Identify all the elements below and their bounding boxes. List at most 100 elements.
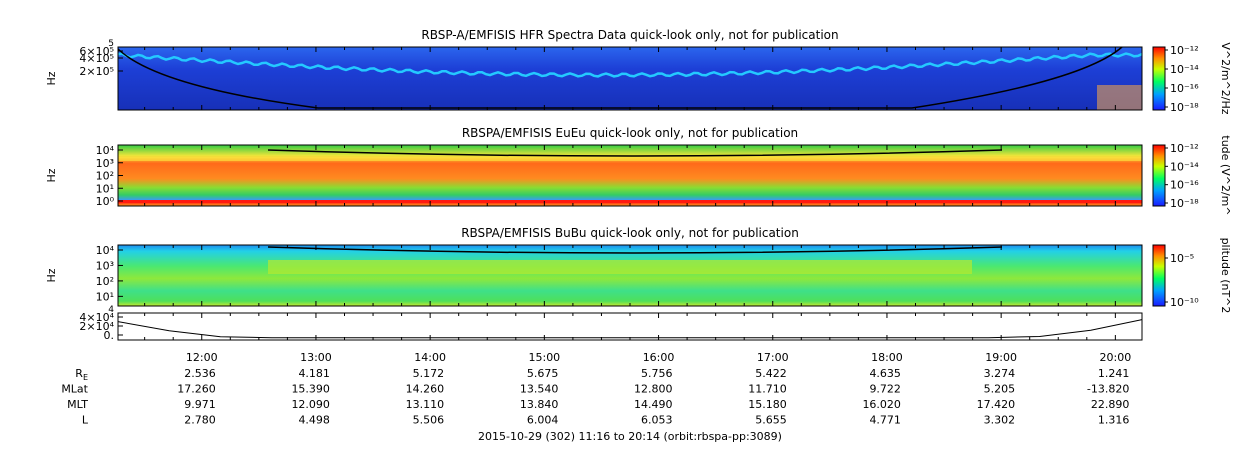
plasma-line-trace <box>117 52 1143 78</box>
panel-3-colorbar-label: plitude (nT^2 <box>1219 238 1232 314</box>
ephemeris-value: 13.540 <box>520 383 559 396</box>
ephemeris-value: 5.655 <box>755 414 787 427</box>
colorbar-tick-label: 10⁻⁵ <box>1170 252 1194 265</box>
y-tick-label: 0. <box>104 329 115 342</box>
y-tick-label: 4×10⁴ <box>79 311 114 324</box>
ephemeris-row-label: MLT <box>67 398 88 411</box>
ephemeris-value: 4.181 <box>298 367 330 380</box>
panel-3-spectrogram <box>118 245 1142 306</box>
cyclotron-trace <box>267 149 1003 157</box>
ephemeris-row-label: MLat <box>61 383 88 396</box>
ephemeris-value: 4.498 <box>298 414 330 427</box>
spectrogram-panels: RBSP-A/EMFISIS HFR Spectra Data quick-lo… <box>45 28 1232 342</box>
high-intensity-region <box>1097 85 1142 110</box>
y-tick-label: 10² <box>96 275 114 288</box>
panel-4-spectrogram <box>118 313 1142 340</box>
y-tick-label: 10³ <box>96 259 114 272</box>
ephemeris-value: 9.722 <box>869 383 901 396</box>
panel-2-colorbar <box>1152 144 1166 207</box>
ephemeris-value: 16.020 <box>862 398 901 411</box>
colorbar-tick-label: 10⁻¹⁴ <box>1170 160 1199 173</box>
ephemeris-value: 15.390 <box>291 383 330 396</box>
colorbar-tick-label: 10⁻¹⁸ <box>1170 101 1199 114</box>
chorus-band <box>268 260 972 274</box>
panel-2-colorbar-label: tude (V^2/m^ <box>1219 135 1232 215</box>
ephemeris-value: 3.302 <box>984 414 1016 427</box>
time-label: 18:00 <box>871 351 903 364</box>
ephemeris-value: 5.172 <box>413 367 445 380</box>
y-top-label: 5 <box>108 39 114 49</box>
y-tick-label: 6×10⁵ <box>79 45 114 58</box>
ephemeris-value: 14.490 <box>634 398 673 411</box>
cyclotron-trace <box>267 246 1003 254</box>
time-label: 20:00 <box>1100 351 1132 364</box>
ephemeris-value: 12.800 <box>634 383 673 396</box>
ephemeris-value: 5.675 <box>527 367 559 380</box>
ephemeris-value: 1.316 <box>1098 414 1130 427</box>
colorbar-tick-label: 10⁻¹⁶ <box>1170 82 1199 95</box>
ephemeris-value: 12.090 <box>291 398 330 411</box>
time-label: 16:00 <box>643 351 675 364</box>
panel-2-spectrogram <box>118 145 1142 206</box>
panel-1-title: RBSP-A/EMFISIS HFR Spectra Data quick-lo… <box>421 28 838 42</box>
time-label: 12:00 <box>186 351 218 364</box>
y-tick-label: 4×10⁵ <box>79 52 114 65</box>
chorus-band <box>118 157 1142 161</box>
y-tick-label: 10³ <box>96 157 114 170</box>
y-tick-label: 10⁰ <box>96 195 115 208</box>
colorbar-tick-label: 10⁻¹² <box>1170 44 1199 57</box>
ephemeris-value: 13.110 <box>406 398 445 411</box>
ephemeris-value: 9.971 <box>184 398 216 411</box>
ephemeris-value: 22.890 <box>1091 398 1130 411</box>
ephemeris-value: 2.780 <box>184 414 216 427</box>
colorbar-tick-label: 10⁻¹⁰ <box>1170 296 1199 309</box>
time-label: 17:00 <box>757 351 789 364</box>
ephemeris-value: -13.820 <box>1087 383 1129 396</box>
ephemeris-value: 13.840 <box>520 398 559 411</box>
ephemeris-row-label: RE <box>75 367 88 382</box>
ephemeris-value: 5.422 <box>755 367 787 380</box>
ephemeris-value: 11.710 <box>748 383 787 396</box>
y-tick-label: 2×10⁵ <box>79 65 114 78</box>
panel-1-colorbar-label: V^2/m^2/Hz <box>1219 42 1232 114</box>
panel-1-spectrogram <box>118 47 1142 110</box>
ephemeris-value: 14.260 <box>406 383 445 396</box>
panel-1: RBSP-A/EMFISIS HFR Spectra Data quick-lo… <box>45 28 1232 115</box>
panel-2-ylabel: Hz <box>45 168 58 182</box>
ephemeris-table: RE 2.536 4.181 5.172 5.675 5.756 5.422 4.635 3.2… <box>61 367 1129 427</box>
colorbar-tick-label: 10⁻¹⁶ <box>1170 179 1199 192</box>
panel-3-title: RBSPA/EMFISIS BuBu quick-look only, not … <box>461 226 799 240</box>
panel-1-colorbar <box>1152 46 1166 111</box>
time-label: 19:00 <box>985 351 1017 364</box>
time-label: 13:00 <box>300 351 332 364</box>
ephemeris-row-label: L <box>82 414 89 427</box>
ephemeris-value: 5.506 <box>413 414 445 427</box>
panel-3-colorbar <box>1152 244 1166 307</box>
panel-3-ylabel: Hz <box>45 268 58 282</box>
gyrofrequency-trace <box>117 46 1123 109</box>
y-tick-label: 10¹ <box>96 290 114 303</box>
time-label: 15:00 <box>528 351 560 364</box>
y-top-label: 4 <box>108 305 114 315</box>
ephemeris-value: 5.205 <box>984 383 1016 396</box>
panel-1-ylabel: Hz <box>45 71 58 85</box>
y-tick-label: 2×10⁴ <box>79 320 114 333</box>
ephemeris-value: 17.420 <box>977 398 1016 411</box>
colorbar-tick-label: 10⁻¹⁸ <box>1170 197 1199 210</box>
y-tick-label: 10⁴ <box>96 244 115 257</box>
panel-3: RBSPA/EMFISIS BuBu quick-look only, not … <box>45 226 1232 313</box>
low-frequency-band <box>118 200 1142 203</box>
panel-2-title: RBSPA/EMFISIS EuEu quick-look only, not … <box>462 126 798 140</box>
y-tick-label: 10¹ <box>96 182 114 195</box>
ephemeris-value: 6.004 <box>527 414 559 427</box>
ephemeris-value: 17.260 <box>177 383 216 396</box>
ephemeris-value: 2.536 <box>184 367 216 380</box>
y-tick-label: 10² <box>96 170 114 183</box>
panel-2: RBSPA/EMFISIS EuEu quick-look only, not … <box>45 126 1232 216</box>
time-label: 14:00 <box>414 351 446 364</box>
ephemeris-value: 3.274 <box>984 367 1016 380</box>
ephemeris-value: 15.180 <box>748 398 787 411</box>
time-range-label: 2015-10-29 (302) 11:16 to 20:14 (orbit:r… <box>478 430 782 443</box>
